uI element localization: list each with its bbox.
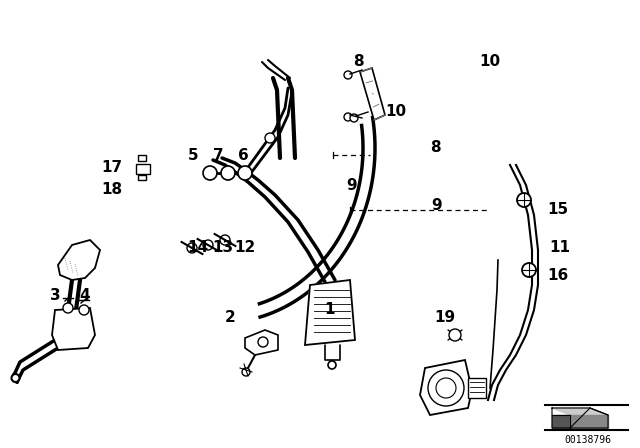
Text: 00138796: 00138796: [564, 435, 611, 445]
Circle shape: [522, 263, 536, 277]
Polygon shape: [570, 415, 608, 428]
Bar: [468, 378, 486, 398]
Text: 8: 8: [429, 141, 440, 155]
Polygon shape: [360, 68, 385, 120]
Circle shape: [350, 114, 358, 122]
Text: 11: 11: [550, 241, 570, 255]
Polygon shape: [552, 415, 570, 428]
Polygon shape: [245, 330, 278, 355]
Polygon shape: [58, 240, 100, 280]
Text: 2: 2: [225, 310, 236, 326]
Polygon shape: [420, 360, 472, 415]
Circle shape: [265, 133, 275, 143]
Text: 10: 10: [479, 55, 500, 69]
Text: 7: 7: [212, 147, 223, 163]
Text: 13: 13: [212, 241, 234, 255]
Bar: [138, 175, 146, 180]
Circle shape: [449, 329, 461, 341]
Circle shape: [79, 305, 89, 315]
Circle shape: [328, 361, 336, 369]
Polygon shape: [552, 408, 608, 415]
Circle shape: [238, 166, 252, 180]
Bar: [138, 155, 146, 161]
Circle shape: [187, 243, 197, 253]
Circle shape: [242, 368, 250, 376]
Circle shape: [12, 374, 19, 382]
Circle shape: [344, 113, 352, 121]
Text: 9: 9: [432, 198, 442, 212]
Text: 18: 18: [101, 182, 123, 198]
Text: 9: 9: [347, 177, 357, 193]
Text: 12: 12: [234, 241, 255, 255]
Circle shape: [344, 71, 352, 79]
Text: 14: 14: [188, 241, 209, 255]
Text: 16: 16: [547, 267, 568, 283]
Circle shape: [428, 370, 464, 406]
Text: 17: 17: [101, 160, 123, 176]
Text: 5: 5: [188, 147, 198, 163]
Circle shape: [220, 235, 230, 245]
Circle shape: [517, 193, 531, 207]
Circle shape: [63, 303, 73, 313]
Bar: [136, 164, 150, 174]
Circle shape: [203, 166, 217, 180]
Polygon shape: [305, 280, 355, 345]
Text: 4: 4: [80, 288, 90, 302]
Text: 15: 15: [547, 202, 568, 217]
Text: 10: 10: [385, 104, 406, 120]
Text: 3: 3: [50, 288, 60, 302]
Circle shape: [436, 378, 456, 398]
Text: 6: 6: [237, 147, 248, 163]
Text: 8: 8: [353, 55, 364, 69]
Text: 1: 1: [324, 302, 335, 318]
Circle shape: [203, 240, 213, 250]
Polygon shape: [52, 308, 95, 350]
Circle shape: [221, 166, 235, 180]
Circle shape: [258, 337, 268, 347]
Polygon shape: [305, 280, 355, 345]
Text: 19: 19: [435, 310, 456, 326]
